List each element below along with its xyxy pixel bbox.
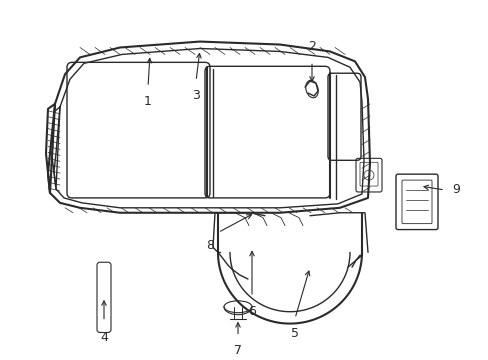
- Text: 1: 1: [144, 95, 152, 108]
- Text: 5: 5: [290, 327, 298, 339]
- Text: 4: 4: [100, 330, 108, 343]
- Text: 6: 6: [247, 305, 255, 318]
- Text: 8: 8: [205, 239, 214, 252]
- Text: 7: 7: [234, 345, 242, 357]
- Text: 2: 2: [307, 40, 315, 53]
- Text: 3: 3: [192, 89, 200, 102]
- Text: 9: 9: [451, 184, 459, 197]
